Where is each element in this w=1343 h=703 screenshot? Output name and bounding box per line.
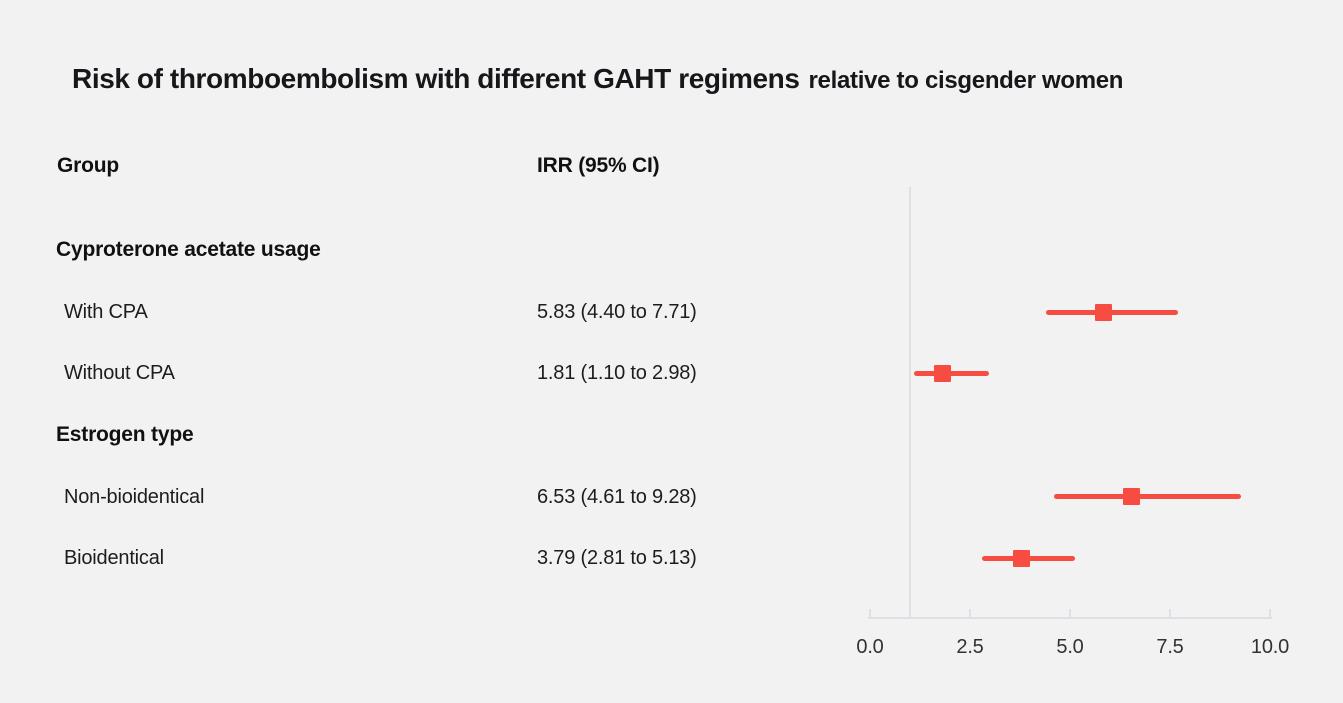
- chart-title: Risk of thromboembolism with different G…: [72, 63, 1123, 95]
- row-label: Bioidentical: [64, 547, 164, 569]
- row-irr-value: 6.53 (4.61 to 9.28): [537, 486, 697, 508]
- x-axis-tick-label: 5.0: [1056, 636, 1084, 658]
- group-header-label: Estrogen type: [56, 423, 194, 446]
- forest-row: Bioidentical 3.79 (2.81 to 5.13): [0, 543, 860, 573]
- x-axis-tick: [1269, 609, 1271, 617]
- x-axis-tick-label: 2.5: [956, 636, 984, 658]
- group-header-row: Estrogen type: [0, 420, 860, 450]
- row-irr-value: 3.79 (2.81 to 5.13): [537, 547, 697, 569]
- row-label: Without CPA: [64, 362, 175, 384]
- column-header-irr: IRR (95% CI): [537, 154, 660, 177]
- chart-title-suffix: relative to cisgender women: [808, 67, 1124, 94]
- column-header-group: Group: [57, 154, 119, 177]
- row-irr-value: 5.83 (4.40 to 7.71): [537, 301, 697, 323]
- row-irr-value: 1.81 (1.10 to 2.98): [537, 362, 697, 384]
- row-label: With CPA: [64, 301, 148, 323]
- x-axis-line: [868, 617, 1272, 619]
- forest-row: Non-bioidentical 6.53 (4.61 to 9.28): [0, 482, 860, 512]
- x-axis-tick-label: 0.0: [856, 636, 884, 658]
- x-axis-tick: [1169, 609, 1171, 617]
- row-label: Non-bioidentical: [64, 486, 205, 508]
- chart-title-main: Risk of thromboembolism with different G…: [72, 63, 800, 94]
- x-axis-tick-label: 10.0: [1250, 636, 1290, 658]
- point-estimate-marker: [933, 364, 951, 382]
- forest-row: With CPA 5.83 (4.40 to 7.71): [0, 297, 860, 327]
- point-estimate-marker: [1122, 487, 1140, 505]
- reference-line: [909, 187, 911, 617]
- confidence-interval-line: [1046, 309, 1179, 315]
- x-axis-tick: [969, 609, 971, 617]
- group-header-row: Cyproterone acetate usage: [0, 235, 860, 265]
- point-estimate-marker: [1013, 549, 1031, 567]
- forest-row: Without CPA 1.81 (1.10 to 2.98): [0, 358, 860, 388]
- x-axis-tick: [1069, 609, 1071, 617]
- group-header-label: Cyproterone acetate usage: [56, 238, 321, 261]
- point-estimate-marker: [1094, 303, 1112, 321]
- confidence-interval-line: [914, 370, 990, 376]
- confidence-interval-line: [1054, 493, 1242, 499]
- x-axis-tick: [869, 609, 871, 617]
- x-axis-tick-label: 7.5: [1156, 636, 1184, 658]
